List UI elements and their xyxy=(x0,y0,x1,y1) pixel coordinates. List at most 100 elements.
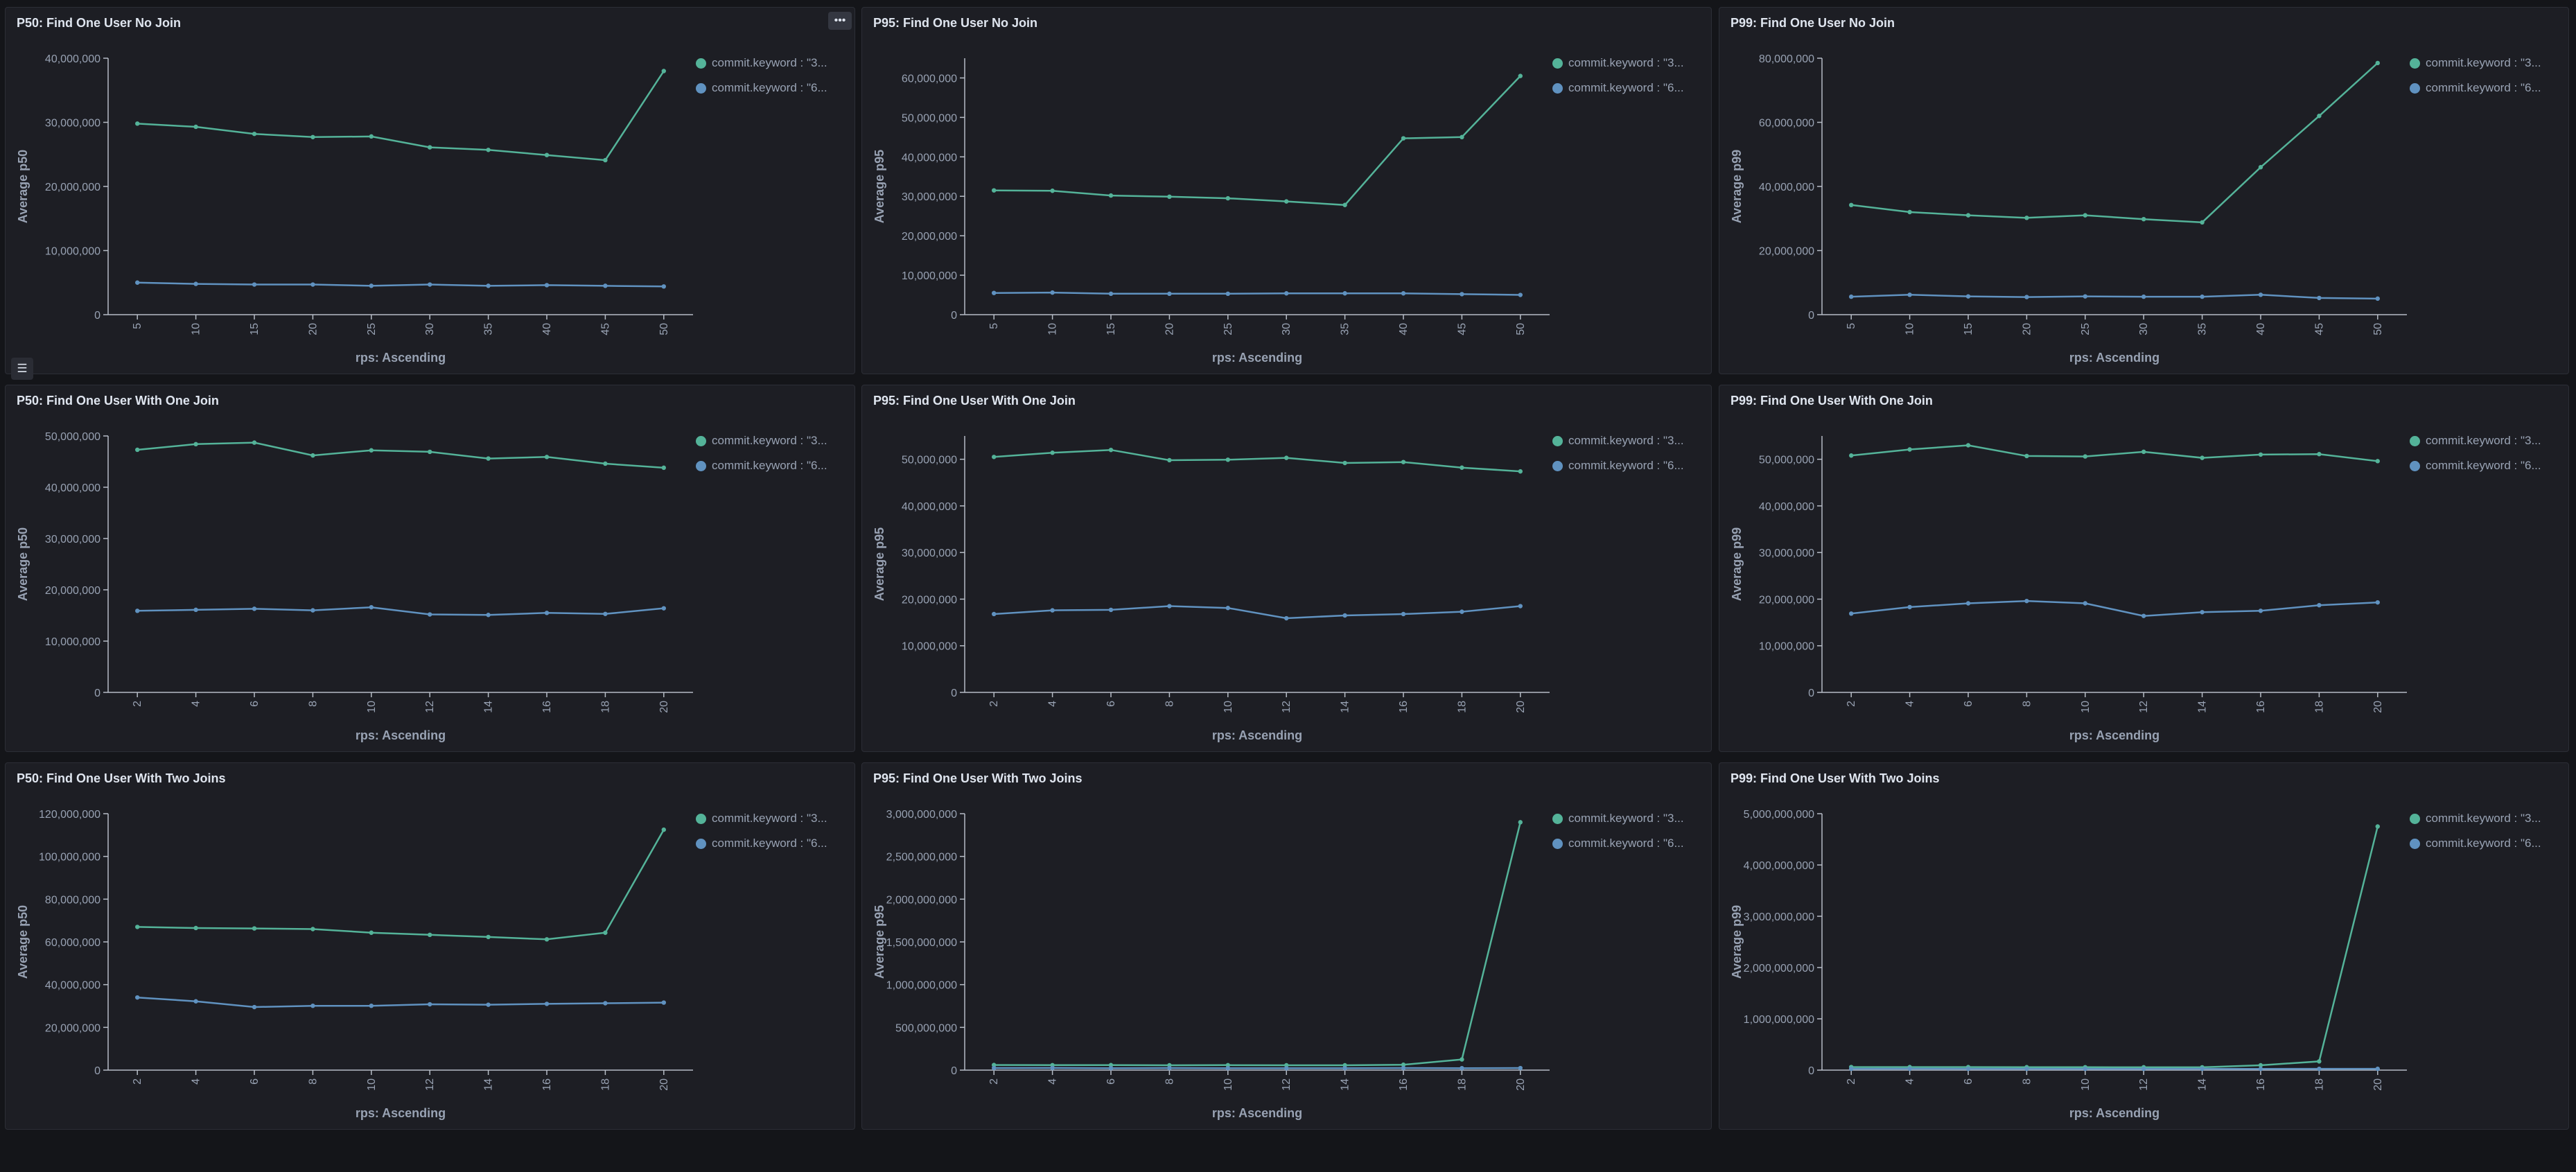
data-point[interactable] xyxy=(310,134,315,139)
legend-item[interactable]: commit.keyword : "6... xyxy=(696,76,827,100)
legend-item[interactable]: commit.keyword : "3... xyxy=(2410,51,2541,76)
data-point[interactable] xyxy=(2200,220,2205,225)
data-point[interactable] xyxy=(1849,611,1854,616)
data-point[interactable] xyxy=(1108,291,1114,297)
data-point[interactable] xyxy=(1401,460,1406,464)
data-point[interactable] xyxy=(1401,611,1406,617)
data-point[interactable] xyxy=(1225,195,1230,201)
data-point[interactable] xyxy=(2141,294,2146,299)
data-point[interactable] xyxy=(544,1002,550,1006)
data-point[interactable] xyxy=(1965,294,1971,299)
data-point[interactable] xyxy=(135,925,140,929)
legend-item[interactable]: commit.keyword : "3... xyxy=(696,51,827,76)
data-point[interactable] xyxy=(2375,296,2380,301)
data-point[interactable] xyxy=(369,604,374,610)
data-point[interactable] xyxy=(2317,1059,2322,1064)
data-point[interactable] xyxy=(603,1001,608,1006)
data-point[interactable] xyxy=(428,932,432,938)
data-point[interactable] xyxy=(1050,608,1055,613)
data-point[interactable] xyxy=(1167,194,1172,199)
data-point[interactable] xyxy=(2083,1067,2087,1072)
data-point[interactable] xyxy=(1342,1065,1347,1071)
data-point[interactable] xyxy=(1518,73,1523,78)
data-point[interactable] xyxy=(1342,613,1347,618)
data-point[interactable] xyxy=(310,453,315,458)
data-point[interactable] xyxy=(2024,453,2029,459)
data-point[interactable] xyxy=(1167,291,1172,297)
data-point[interactable] xyxy=(369,283,374,288)
data-point[interactable] xyxy=(603,157,608,163)
data-point[interactable] xyxy=(1342,460,1347,466)
data-point[interactable] xyxy=(486,283,491,288)
data-point[interactable] xyxy=(252,131,257,137)
data-point[interactable] xyxy=(193,999,198,1004)
data-point[interactable] xyxy=(135,447,140,453)
data-point[interactable] xyxy=(2200,1066,2205,1072)
data-point[interactable] xyxy=(1907,292,1912,297)
data-point[interactable] xyxy=(486,613,491,618)
data-point[interactable] xyxy=(544,152,550,157)
data-point[interactable] xyxy=(1965,601,1971,606)
data-point[interactable] xyxy=(486,148,491,152)
data-point[interactable] xyxy=(1108,1065,1114,1071)
data-point[interactable] xyxy=(428,145,432,150)
data-point[interactable] xyxy=(661,606,666,611)
legend-item[interactable]: commit.keyword : "6... xyxy=(2410,831,2541,856)
data-point[interactable] xyxy=(2200,455,2205,460)
data-point[interactable] xyxy=(1518,1065,1523,1071)
data-point[interactable] xyxy=(1849,1066,1854,1072)
data-point[interactable] xyxy=(2375,824,2380,829)
data-point[interactable] xyxy=(369,134,374,139)
data-point[interactable] xyxy=(1907,209,1912,215)
data-point[interactable] xyxy=(603,283,608,288)
data-point[interactable] xyxy=(2200,294,2205,299)
data-point[interactable] xyxy=(1965,213,1971,218)
data-point[interactable] xyxy=(1050,1065,1055,1071)
data-point[interactable] xyxy=(1108,447,1114,453)
data-point[interactable] xyxy=(2083,454,2087,459)
data-point[interactable] xyxy=(992,1062,997,1067)
data-point[interactable] xyxy=(1460,465,1464,470)
data-point[interactable] xyxy=(2141,613,2146,618)
data-point[interactable] xyxy=(1518,820,1523,825)
data-point[interactable] xyxy=(544,611,550,615)
data-point[interactable] xyxy=(2375,1066,2380,1072)
data-point[interactable] xyxy=(1518,604,1523,609)
data-point[interactable] xyxy=(135,280,140,285)
data-point[interactable] xyxy=(661,69,666,73)
data-point[interactable] xyxy=(310,927,315,932)
data-point[interactable] xyxy=(1225,457,1230,462)
data-point[interactable] xyxy=(2258,1062,2263,1068)
data-point[interactable] xyxy=(369,930,374,935)
data-point[interactable] xyxy=(310,1003,315,1008)
data-point[interactable] xyxy=(2083,601,2087,606)
data-point[interactable] xyxy=(2375,60,2380,66)
ellipsis-icon[interactable]: ••• xyxy=(828,12,852,30)
data-point[interactable] xyxy=(1167,1065,1172,1071)
data-point[interactable] xyxy=(486,1002,491,1007)
data-point[interactable] xyxy=(2141,449,2146,455)
data-point[interactable] xyxy=(2141,216,2146,222)
data-point[interactable] xyxy=(135,609,140,613)
data-point[interactable] xyxy=(992,611,997,617)
data-point[interactable] xyxy=(1284,455,1289,460)
data-point[interactable] xyxy=(1108,607,1114,613)
data-point[interactable] xyxy=(1342,202,1347,207)
data-point[interactable] xyxy=(1460,609,1464,614)
data-point[interactable] xyxy=(252,926,257,931)
data-point[interactable] xyxy=(1342,291,1347,296)
data-point[interactable] xyxy=(603,611,608,616)
data-point[interactable] xyxy=(1907,604,1912,610)
data-point[interactable] xyxy=(2317,1066,2322,1072)
data-point[interactable] xyxy=(369,448,374,453)
data-point[interactable] xyxy=(661,465,666,471)
data-point[interactable] xyxy=(603,461,608,466)
data-point[interactable] xyxy=(1849,202,1854,208)
data-point[interactable] xyxy=(1050,189,1055,193)
legend-item[interactable]: commit.keyword : "3... xyxy=(1552,806,1684,831)
data-point[interactable] xyxy=(661,284,666,289)
legend-item[interactable]: commit.keyword : "6... xyxy=(696,453,827,478)
data-point[interactable] xyxy=(1401,291,1406,296)
data-point[interactable] xyxy=(193,607,198,613)
data-point[interactable] xyxy=(1284,291,1289,296)
